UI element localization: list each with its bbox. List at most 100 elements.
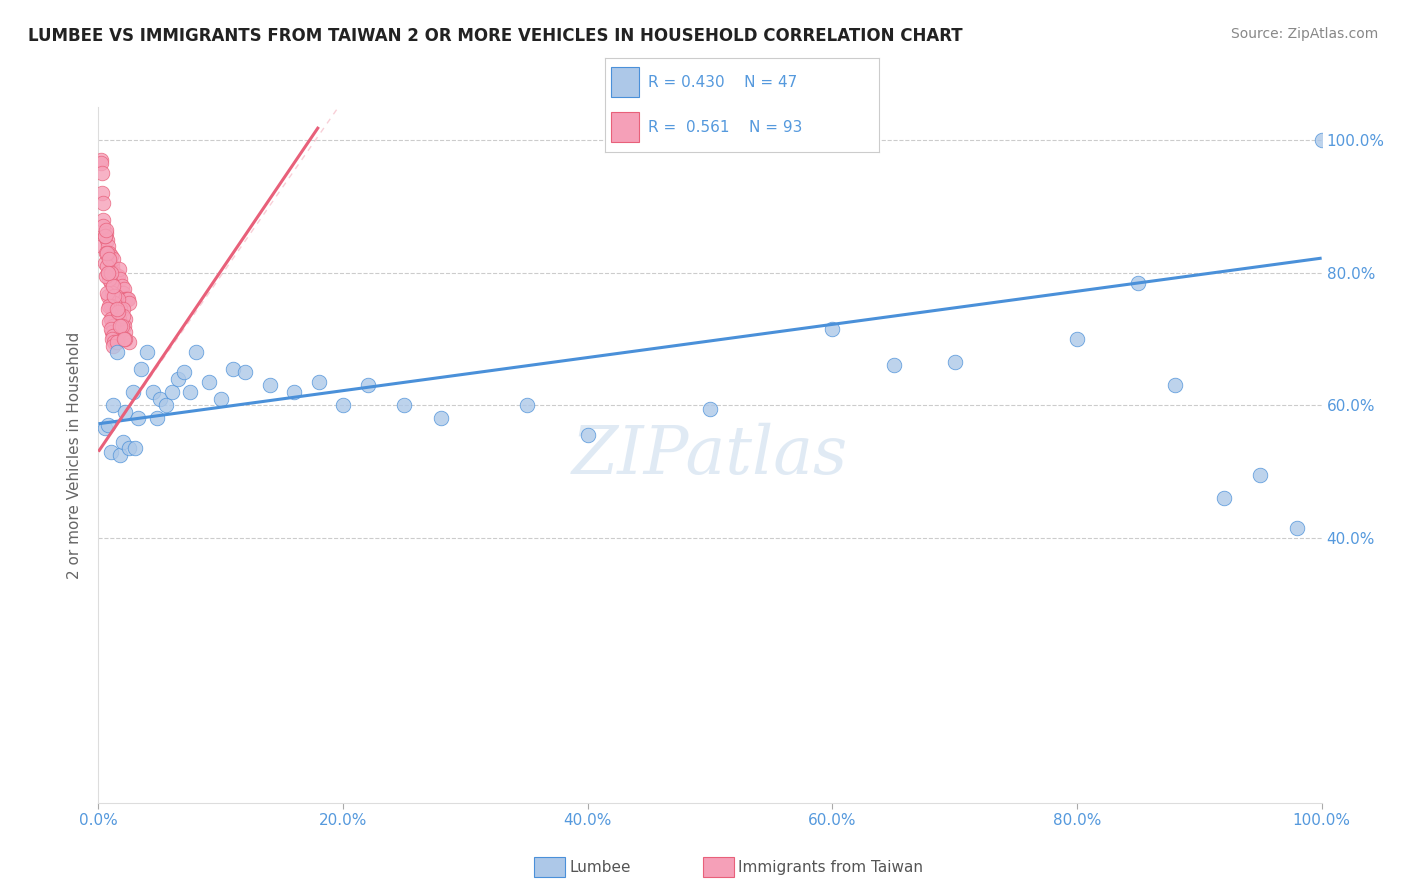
- Point: [197, 375, 219, 389]
- Point: [107, 268, 129, 283]
- Point: [127, 411, 149, 425]
- Point: [118, 295, 141, 310]
- Point: [112, 318, 135, 333]
- Text: Immigrants from Taiwan: Immigrants from Taiwan: [738, 860, 924, 874]
- Point: [110, 318, 132, 333]
- Point: [283, 384, 305, 399]
- Point: [155, 398, 177, 412]
- Point: [93, 229, 115, 244]
- Point: [1066, 332, 1088, 346]
- Point: [114, 405, 136, 419]
- Point: [173, 365, 195, 379]
- Point: [91, 212, 114, 227]
- Point: [98, 315, 121, 329]
- Point: [103, 328, 125, 343]
- Point: [167, 372, 190, 386]
- Point: [96, 259, 118, 273]
- Point: [121, 384, 143, 399]
- Point: [100, 276, 122, 290]
- Point: [110, 272, 132, 286]
- Point: [97, 302, 120, 317]
- Point: [96, 245, 118, 260]
- Point: [101, 279, 124, 293]
- Point: [1164, 378, 1187, 392]
- Point: [103, 289, 125, 303]
- Point: [142, 384, 165, 399]
- Point: [1310, 133, 1333, 147]
- Point: [98, 245, 121, 260]
- Point: [699, 401, 721, 416]
- Point: [356, 378, 378, 392]
- Point: [94, 226, 117, 240]
- Point: [100, 249, 122, 263]
- Point: [1286, 521, 1309, 535]
- Point: [111, 318, 134, 333]
- Point: [103, 295, 125, 310]
- Point: [179, 384, 201, 399]
- Point: [96, 233, 118, 247]
- Point: [129, 361, 152, 376]
- Point: [107, 318, 129, 333]
- Point: [101, 285, 124, 300]
- Point: [101, 398, 124, 412]
- Point: [100, 312, 122, 326]
- Point: [104, 272, 127, 286]
- Point: [97, 289, 120, 303]
- Y-axis label: 2 or more Vehicles in Household: 2 or more Vehicles in Household: [67, 331, 83, 579]
- Point: [392, 398, 416, 412]
- Point: [101, 318, 124, 333]
- Point: [104, 335, 127, 350]
- Point: [105, 332, 128, 346]
- Point: [160, 384, 183, 399]
- Point: [100, 299, 122, 313]
- Point: [515, 398, 537, 412]
- Point: [105, 345, 128, 359]
- Point: [111, 318, 134, 333]
- Point: [101, 309, 124, 323]
- Point: [105, 335, 128, 350]
- Point: [91, 166, 114, 180]
- Point: [100, 322, 122, 336]
- Point: [821, 322, 844, 336]
- Point: [97, 266, 120, 280]
- Point: [943, 355, 966, 369]
- Point: [111, 279, 134, 293]
- Point: [98, 272, 121, 286]
- Text: ZIPatlas: ZIPatlas: [572, 422, 848, 488]
- Point: [90, 153, 112, 167]
- Point: [97, 418, 120, 433]
- Point: [111, 302, 134, 317]
- Point: [97, 239, 120, 253]
- Point: [1249, 467, 1271, 482]
- Point: [576, 428, 599, 442]
- Point: [105, 272, 128, 286]
- Point: [101, 326, 124, 340]
- Point: [100, 266, 122, 280]
- Point: [91, 219, 114, 234]
- Point: [107, 305, 129, 319]
- Point: [104, 289, 127, 303]
- Bar: [612, 68, 638, 97]
- Point: [111, 285, 134, 300]
- Text: Lumbee: Lumbee: [569, 860, 631, 874]
- Point: [308, 375, 330, 389]
- Point: [124, 442, 146, 456]
- Point: [93, 229, 115, 244]
- Point: [430, 411, 453, 425]
- Point: [110, 322, 132, 336]
- Point: [94, 268, 117, 283]
- Point: [112, 332, 135, 346]
- Point: [91, 186, 114, 201]
- Point: [114, 292, 136, 306]
- Point: [1212, 491, 1234, 505]
- Point: [90, 156, 112, 170]
- Point: [117, 292, 139, 306]
- Point: [107, 332, 129, 346]
- Point: [103, 266, 125, 280]
- Point: [100, 444, 122, 458]
- Point: [101, 252, 124, 267]
- Point: [101, 292, 124, 306]
- Point: [105, 302, 128, 317]
- Point: [222, 361, 245, 376]
- Point: [1128, 276, 1150, 290]
